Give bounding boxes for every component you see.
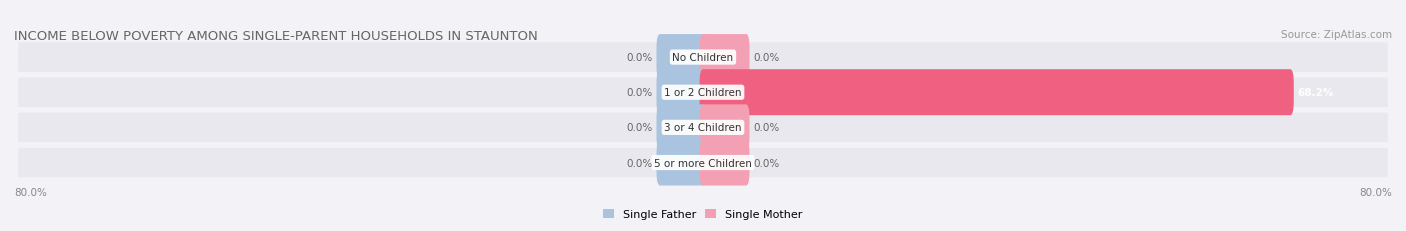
Text: 0.0%: 0.0% — [627, 88, 652, 98]
Text: 1 or 2 Children: 1 or 2 Children — [664, 88, 742, 98]
FancyBboxPatch shape — [18, 43, 1388, 73]
FancyBboxPatch shape — [700, 140, 749, 186]
Text: 80.0%: 80.0% — [14, 187, 46, 197]
FancyBboxPatch shape — [18, 113, 1388, 143]
FancyBboxPatch shape — [18, 78, 1388, 107]
FancyBboxPatch shape — [700, 35, 749, 81]
Text: 0.0%: 0.0% — [754, 158, 779, 168]
Text: No Children: No Children — [672, 53, 734, 63]
Legend: Single Father, Single Mother: Single Father, Single Mother — [603, 209, 803, 219]
Text: 0.0%: 0.0% — [754, 53, 779, 63]
Text: 80.0%: 80.0% — [1360, 187, 1392, 197]
FancyBboxPatch shape — [657, 140, 706, 186]
FancyBboxPatch shape — [657, 70, 706, 116]
Text: Source: ZipAtlas.com: Source: ZipAtlas.com — [1281, 30, 1392, 40]
FancyBboxPatch shape — [657, 35, 706, 81]
Text: 5 or more Children: 5 or more Children — [654, 158, 752, 168]
FancyBboxPatch shape — [700, 70, 1294, 116]
FancyBboxPatch shape — [700, 105, 749, 151]
Text: 0.0%: 0.0% — [754, 123, 779, 133]
Text: 68.2%: 68.2% — [1298, 88, 1333, 98]
FancyBboxPatch shape — [18, 148, 1388, 177]
Text: 0.0%: 0.0% — [627, 158, 652, 168]
Text: 0.0%: 0.0% — [627, 53, 652, 63]
FancyBboxPatch shape — [657, 105, 706, 151]
Text: INCOME BELOW POVERTY AMONG SINGLE-PARENT HOUSEHOLDS IN STAUNTON: INCOME BELOW POVERTY AMONG SINGLE-PARENT… — [14, 30, 538, 43]
Text: 0.0%: 0.0% — [627, 123, 652, 133]
Text: 3 or 4 Children: 3 or 4 Children — [664, 123, 742, 133]
